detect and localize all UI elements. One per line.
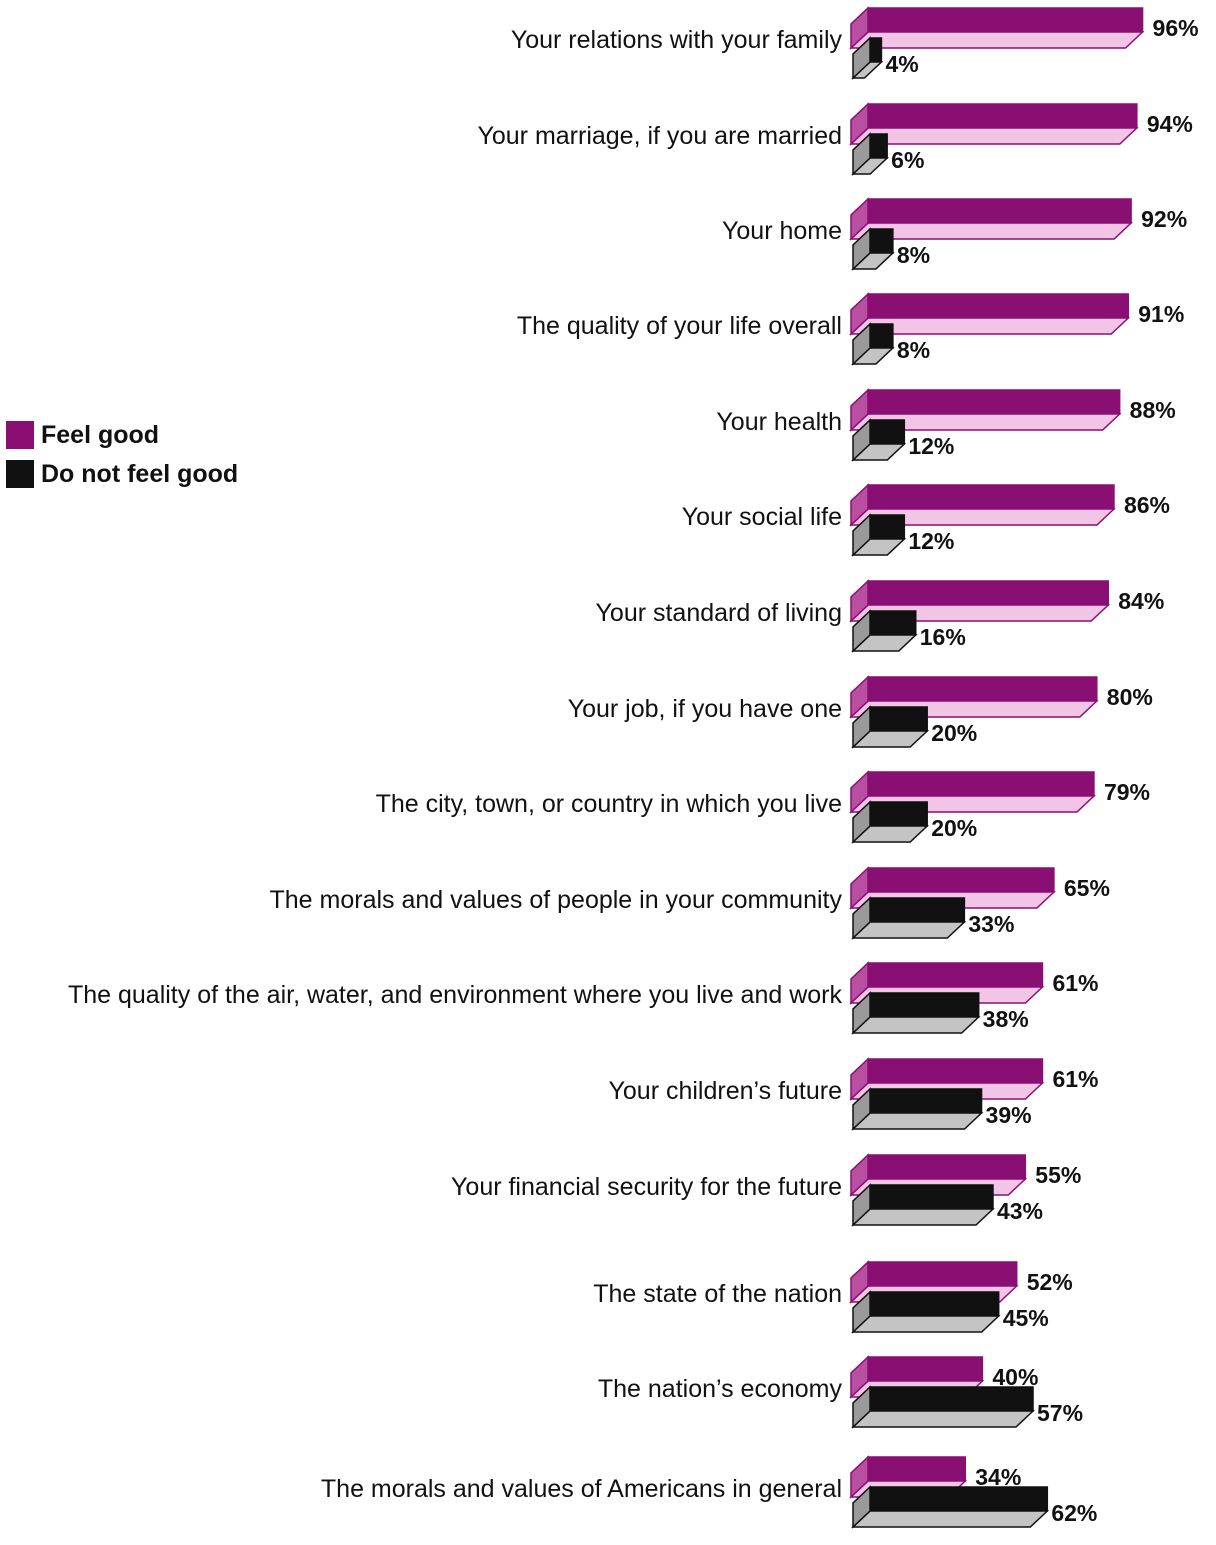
bar-do-not-feel-good <box>851 36 884 80</box>
bar-row: The quality of your life overall 91% 8% <box>517 292 1184 366</box>
legend: Feel good Do not feel good <box>6 421 238 488</box>
bar-feel-good <box>849 770 1096 814</box>
category-label: Your children’s future <box>609 1077 842 1105</box>
bar-row: Your marriage, if you are married 94% 6% <box>477 102 1193 176</box>
bar-do-not-feel-good <box>851 322 895 366</box>
bar-do-not-feel-good <box>851 418 907 462</box>
bar-feel-good <box>849 483 1116 527</box>
value-label-feel-good: 86% <box>1124 492 1170 518</box>
bar-row: The morals and values of people in your … <box>269 866 1110 940</box>
bar-row: The nation’s economy 40% 57% <box>598 1355 1083 1429</box>
category-label: Your job, if you have one <box>568 695 842 723</box>
category-label: The morals and values of people in your … <box>269 886 842 914</box>
bar-feel-good <box>849 102 1139 146</box>
bar-row: Your relations with your family 96% 4% <box>511 6 1199 80</box>
bar-do-not-feel-good <box>851 609 918 653</box>
category-label: Your financial security for the future <box>451 1173 842 1201</box>
category-label: The nation’s economy <box>598 1375 843 1403</box>
bar-do-not-feel-good <box>851 800 930 844</box>
value-label-feel-good: 52% <box>1027 1269 1073 1295</box>
value-label-do-not-feel-good: 16% <box>920 624 966 650</box>
category-label: Your social life <box>682 503 842 531</box>
bar-do-not-feel-good <box>851 513 907 557</box>
bar-row: Your social life 86% 12% <box>682 483 1170 557</box>
value-label-feel-good: 65% <box>1064 875 1110 901</box>
value-label-feel-good: 61% <box>1052 970 1098 996</box>
bar-feel-good <box>849 292 1131 336</box>
category-label: The state of the nation <box>593 1280 842 1308</box>
bar-row: The morals and values of Americans in ge… <box>321 1455 1097 1529</box>
bar-row: Your job, if you have one 80% 20% <box>568 675 1153 749</box>
bar-row: The city, town, or country in which you … <box>376 770 1150 844</box>
value-label-feel-good: 55% <box>1035 1162 1081 1188</box>
value-label-do-not-feel-good: 8% <box>897 337 930 363</box>
value-label-feel-good: 61% <box>1052 1066 1098 1092</box>
bars: Your relations with your family 96%4%Your… <box>68 6 1199 1529</box>
value-label-feel-good: 84% <box>1118 588 1164 614</box>
value-label-feel-good: 79% <box>1104 779 1150 805</box>
bar-row: The quality of the air, water, and envir… <box>68 961 1099 1035</box>
value-label-do-not-feel-good: 39% <box>986 1102 1032 1128</box>
category-label: The morals and values of Americans in ge… <box>321 1475 842 1503</box>
value-label-do-not-feel-good: 12% <box>908 433 954 459</box>
bar-do-not-feel-good <box>851 991 981 1035</box>
legend-swatch-do-not-feel-good <box>6 460 34 488</box>
category-label: Your marriage, if you are married <box>477 122 842 150</box>
value-label-feel-good: 40% <box>992 1364 1038 1390</box>
value-label-do-not-feel-good: 6% <box>891 147 924 173</box>
bar-do-not-feel-good <box>851 1485 1050 1529</box>
category-label: Your standard of living <box>596 599 842 627</box>
value-label-do-not-feel-good: 45% <box>1003 1305 1049 1331</box>
category-label: The city, town, or country in which you … <box>376 790 842 818</box>
value-label-feel-good: 96% <box>1153 15 1199 41</box>
bar-feel-good <box>849 961 1045 1005</box>
bar-row: Your children’s future 61% 39% <box>609 1057 1099 1131</box>
value-label-do-not-feel-good: 20% <box>931 720 977 746</box>
value-label-do-not-feel-good: 8% <box>897 242 930 268</box>
bar-feel-good <box>849 197 1134 241</box>
value-label-feel-good: 80% <box>1107 684 1153 710</box>
category-label: Your home <box>722 217 842 245</box>
value-label-feel-good: 92% <box>1141 206 1187 232</box>
bar-do-not-feel-good <box>851 132 890 176</box>
bar-row: The state of the nation 52% 45% <box>593 1260 1073 1334</box>
legend-label-do-not-feel-good: Do not feel good <box>41 460 238 488</box>
bar-feel-good <box>849 388 1122 432</box>
category-label: Your relations with your family <box>511 26 843 54</box>
bar-do-not-feel-good <box>851 705 930 749</box>
bar-do-not-feel-good <box>851 1385 1035 1429</box>
bar-row: Your health 88% 12% <box>716 388 1176 462</box>
value-label-do-not-feel-good: 38% <box>983 1006 1029 1032</box>
bar-row: Your home 92% 8% <box>722 197 1187 271</box>
value-label-do-not-feel-good: 62% <box>1051 1500 1097 1526</box>
value-label-do-not-feel-good: 12% <box>908 528 954 554</box>
bar-do-not-feel-good <box>851 227 895 271</box>
bar-do-not-feel-good <box>851 1290 1001 1334</box>
value-label-do-not-feel-good: 33% <box>968 911 1014 937</box>
bar-feel-good <box>849 6 1145 50</box>
value-label-do-not-feel-good: 57% <box>1037 1400 1083 1426</box>
value-label-do-not-feel-good: 4% <box>885 51 918 77</box>
category-label: Your health <box>716 408 842 436</box>
bar-do-not-feel-good <box>851 896 967 940</box>
value-label-do-not-feel-good: 20% <box>931 815 977 841</box>
category-label: The quality of the air, water, and envir… <box>68 981 843 1009</box>
value-label-feel-good: 88% <box>1130 397 1176 423</box>
legend-swatch-feel-good <box>6 421 34 449</box>
category-label: The quality of your life overall <box>517 312 842 340</box>
value-label-feel-good: 94% <box>1147 111 1193 137</box>
bar-row: Your financial security for the future 55… <box>451 1153 1081 1227</box>
bar-do-not-feel-good <box>851 1087 984 1131</box>
value-label-do-not-feel-good: 43% <box>997 1198 1043 1224</box>
bar-row: Your standard of living 84% 16% <box>596 579 1164 653</box>
legend-label-feel-good: Feel good <box>41 421 159 449</box>
bar-do-not-feel-good <box>851 1183 995 1227</box>
value-label-feel-good: 34% <box>975 1464 1021 1490</box>
value-label-feel-good: 91% <box>1138 301 1184 327</box>
